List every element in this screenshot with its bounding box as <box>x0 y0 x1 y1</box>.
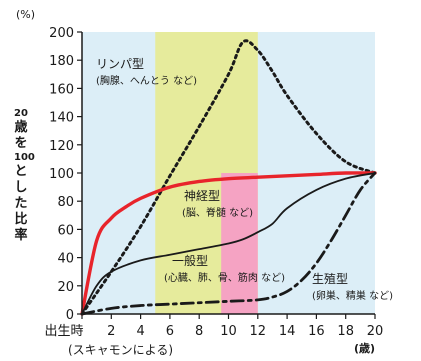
y-axis-label-char: 歳 <box>14 120 28 135</box>
series-name-label-1: 神経型 <box>184 189 220 203</box>
series-sub-label-0: (胸腺、へんとう など) <box>96 74 197 87</box>
y-axis-label-char: し <box>14 180 28 195</box>
x-unit: (歳) <box>354 342 376 355</box>
y-axis-label-char: を <box>14 136 28 151</box>
tick-labels: 0 20 40 60 80 100 120 140 160 180 200 出生時 2 4 6 8 10 12 14… <box>44 26 383 339</box>
y-axis-label-char: と <box>14 164 28 179</box>
x-tick-label: 出生時 <box>44 324 83 339</box>
x-tick-label: 10 <box>220 324 237 339</box>
y-axis-label-char: 100 <box>14 152 35 163</box>
series-sub-label-2: (心臓、肺、骨、筋肉 など) <box>164 271 285 284</box>
y-unit: (%) <box>16 8 36 21</box>
y-axis-label-char: 20 <box>14 108 28 119</box>
x-tick-label: 6 <box>166 324 174 339</box>
series-labels: リンパ型 (胸腺、へんとう など) 神経型 (脳、脊髄 など) 一般型 (心臓、肺、骨、筋… <box>96 57 393 302</box>
x-tick-label: 16 <box>308 324 325 339</box>
y-axis-label-char: 比 <box>14 212 28 227</box>
y-axis-label-char: た <box>14 196 28 211</box>
series-name-label-0: リンパ型 <box>96 57 144 71</box>
x-tick-label: 12 <box>250 324 267 339</box>
age-bands <box>155 32 258 314</box>
x-tick-label: 2 <box>107 324 115 339</box>
series-line-3 <box>80 171 377 316</box>
x-tick-label: 18 <box>337 324 354 339</box>
series-name-label-3: 生殖型 <box>312 271 348 286</box>
y-tick-label: 140 <box>49 111 74 126</box>
x-tick-label: 14 <box>279 324 296 339</box>
series-line-2 <box>81 172 376 315</box>
series-line-0 <box>80 39 377 316</box>
x-tick-label: 4 <box>136 324 144 339</box>
y-tick-label: 180 <box>49 54 74 69</box>
y-tick-label: 80 <box>57 195 74 210</box>
y-tick-label: 100 <box>49 167 74 182</box>
y-tick-label: 0 <box>66 308 74 323</box>
series-sub-label-1: (脳、脊髄 など) <box>182 206 253 219</box>
x-tick-label: 20 <box>367 324 384 339</box>
series-name-label-2: 一般型 <box>172 253 208 268</box>
x-tick-label: 8 <box>195 324 203 339</box>
y-axis-label-char: 率 <box>14 228 28 243</box>
y-tick-label: 160 <box>49 82 74 97</box>
y-tick-label: 60 <box>57 223 74 238</box>
series-lines <box>80 39 377 316</box>
series-sub-label-3: (卵巣、精巣 など) <box>312 289 393 302</box>
y-tick-label: 20 <box>57 280 74 295</box>
source-note: (スキャモンによる) <box>68 343 174 357</box>
y-tick-label: 40 <box>57 252 74 267</box>
axes <box>77 31 376 319</box>
y-tick-label: 200 <box>49 26 74 41</box>
y-axis-label: 20 歳を 100 とした比率 <box>14 108 35 244</box>
series-line-1 <box>80 171 377 316</box>
y-tick-label: 120 <box>49 139 74 154</box>
